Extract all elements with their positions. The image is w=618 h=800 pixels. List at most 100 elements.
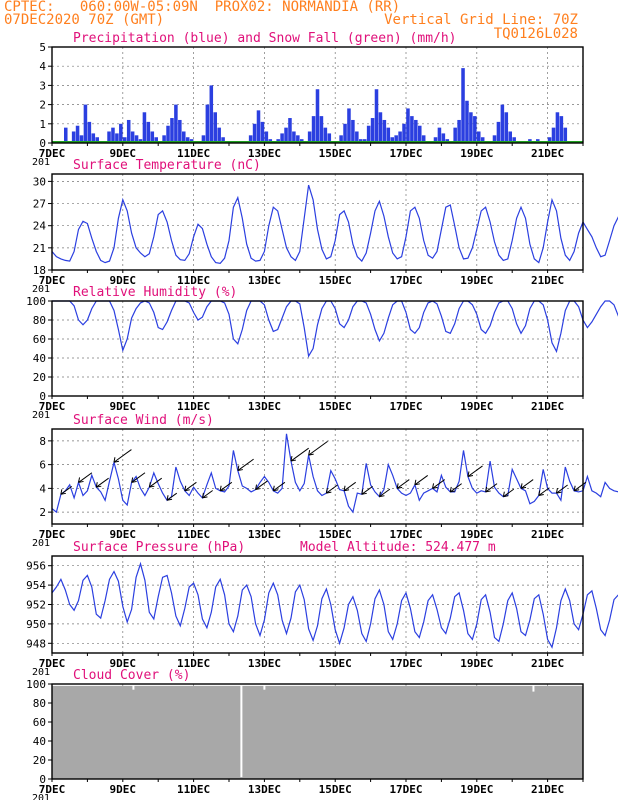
- y-tick-label: 956: [26, 560, 46, 573]
- panel-4: 2 4 6 8 7DEC 9DEC 11DEC 13DEC 15DEC 17DEC 19DEC 21D…: [32, 413, 618, 549]
- y-tick-label: 948: [26, 637, 46, 650]
- precip-bar: [323, 127, 328, 143]
- precip-bar: [559, 116, 564, 143]
- precip-bar: [433, 137, 438, 143]
- header-date: 07DEC2020 70Z (GMT): [4, 12, 165, 28]
- precip-bar: [327, 133, 332, 143]
- wind-arrow-shaft: [184, 481, 197, 492]
- precip-bar: [130, 131, 135, 143]
- precip-bar: [406, 108, 410, 143]
- wind-arrow-shaft: [485, 483, 498, 493]
- wind-arrow-shaft: [414, 475, 429, 486]
- x-tick-label: 9DEC: [110, 400, 137, 413]
- y-tick-label: 21: [33, 242, 46, 255]
- wind-arrow-head: [201, 492, 208, 499]
- x-tick-label: 9DEC: [110, 147, 137, 160]
- wind-arrow-head: [78, 477, 84, 483]
- x-tick-label: 9DEC: [110, 528, 137, 541]
- precip-bar: [437, 127, 442, 143]
- x-tick-label: 7DEC: [39, 783, 66, 796]
- x-tick-label: 11DEC: [177, 528, 210, 541]
- cloud-gap: [263, 684, 266, 690]
- precip-bar: [284, 127, 288, 143]
- x-tick-label: 7DEC: [39, 147, 66, 160]
- year-label: 201: [32, 793, 50, 800]
- precip-bar: [217, 127, 221, 143]
- x-tick-label: 9DEC: [110, 783, 137, 796]
- precip-bar: [280, 133, 284, 143]
- precip-bar: [64, 127, 68, 143]
- header-grid-line: Vertical Grid Line: 70Z: [384, 12, 578, 28]
- x-tick-label: 13DEC: [248, 147, 281, 160]
- wind-arrow-shaft: [113, 449, 132, 463]
- x-tick-label: 15DEC: [319, 783, 352, 796]
- wind-arrow-shaft: [343, 481, 356, 492]
- precip-bar: [504, 112, 509, 143]
- x-tick-label: 17DEC: [389, 783, 422, 796]
- y-tick-label: 2: [39, 99, 46, 112]
- series-line: [51, 184, 618, 265]
- precip-bar: [260, 121, 265, 143]
- y-tick-label: 20: [33, 371, 46, 384]
- wind-arrow-shaft: [95, 477, 109, 488]
- wind-arrow-head: [131, 477, 137, 483]
- precip-bar: [119, 123, 123, 143]
- precip-bar: [319, 116, 324, 143]
- precip-bar: [457, 119, 461, 143]
- y-tick-label: 2: [39, 506, 46, 519]
- series-line: [51, 433, 618, 514]
- panel-title: Precipitation (blue) and Snow Fall (gree…: [73, 31, 457, 46]
- y-tick-label: 5: [39, 41, 46, 54]
- precip-bar: [465, 100, 469, 143]
- precip-bar: [453, 127, 457, 143]
- x-tick-label: 7DEC: [39, 657, 66, 670]
- y-tick-label: 954: [26, 579, 46, 592]
- precip-bar: [512, 137, 516, 143]
- x-tick-label: 19DEC: [460, 147, 493, 160]
- precip-bar: [95, 137, 99, 143]
- wind-arrow-head: [538, 490, 544, 496]
- x-tick-label: 11DEC: [177, 147, 210, 160]
- precip-bar: [402, 123, 406, 143]
- precip-bar: [555, 112, 560, 143]
- precip-bar: [551, 127, 556, 143]
- wind-arrow-head: [325, 488, 332, 494]
- panel-frame: [51, 683, 584, 780]
- y-tick-label: 8: [39, 435, 46, 448]
- wind-arrow-head: [414, 479, 420, 486]
- series-line: [51, 561, 618, 649]
- wind-arrow-head: [60, 489, 66, 495]
- wind-arrow-shaft: [308, 440, 328, 456]
- precip-bar: [87, 121, 92, 143]
- precip-bar: [374, 89, 379, 143]
- precip-bar: [209, 85, 214, 143]
- precip-bar: [414, 119, 418, 143]
- precip-bar: [547, 137, 552, 143]
- x-tick-label: 15DEC: [319, 147, 352, 160]
- wind-arrow-shaft: [78, 472, 93, 483]
- wind-arrow-shaft: [432, 479, 445, 489]
- year-label: 201: [32, 157, 50, 168]
- wind-arrow-shaft: [255, 480, 268, 490]
- wind-arrow-head: [166, 495, 173, 501]
- precip-bar: [496, 121, 501, 143]
- precip-bar: [142, 112, 147, 143]
- precip-bar: [461, 68, 465, 143]
- precip-bar: [343, 123, 347, 143]
- wind-arrow-head: [237, 465, 243, 472]
- wind-arrow-head: [449, 486, 456, 493]
- precip-bar: [355, 131, 359, 143]
- x-tick-label: 11DEC: [177, 400, 210, 413]
- precip-bar: [166, 125, 170, 143]
- wind-arrow-shaft: [503, 488, 515, 498]
- precip-bar: [382, 119, 387, 143]
- wind-arrow-shaft: [538, 487, 550, 496]
- panel-frame: [51, 46, 584, 144]
- y-tick-label: 950: [26, 618, 46, 631]
- x-tick-label: 9DEC: [110, 274, 137, 287]
- wind-arrow-shaft: [149, 477, 163, 488]
- precip-bar: [477, 131, 481, 143]
- precip-bar: [205, 104, 210, 143]
- x-tick-label: 11DEC: [177, 657, 210, 670]
- x-tick-label: 21DEC: [531, 147, 564, 160]
